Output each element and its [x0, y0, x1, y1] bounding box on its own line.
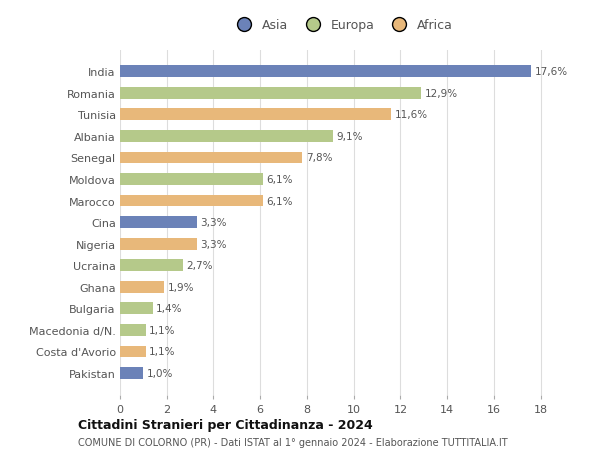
Text: 3,3%: 3,3% — [200, 218, 227, 228]
Text: 7,8%: 7,8% — [306, 153, 332, 163]
Text: 6,1%: 6,1% — [266, 174, 293, 185]
Bar — [120, 131, 332, 142]
Text: Cittadini Stranieri per Cittadinanza - 2024: Cittadini Stranieri per Cittadinanza - 2… — [78, 418, 373, 431]
Bar — [120, 195, 263, 207]
Bar — [120, 217, 197, 229]
Bar — [120, 303, 153, 314]
Bar — [120, 88, 421, 100]
Text: 1,1%: 1,1% — [149, 347, 176, 357]
Bar — [120, 174, 263, 185]
Bar — [120, 346, 146, 358]
Text: 1,1%: 1,1% — [149, 325, 176, 335]
Bar — [120, 324, 146, 336]
Text: 1,9%: 1,9% — [168, 282, 194, 292]
Bar — [120, 367, 143, 379]
Bar — [120, 152, 302, 164]
Text: COMUNE DI COLORNO (PR) - Dati ISTAT al 1° gennaio 2024 - Elaborazione TUTTITALIA: COMUNE DI COLORNO (PR) - Dati ISTAT al 1… — [78, 437, 508, 447]
Legend: Asia, Europa, Africa: Asia, Europa, Africa — [228, 16, 456, 36]
Bar — [120, 66, 531, 78]
Text: 1,0%: 1,0% — [147, 368, 173, 378]
Text: 12,9%: 12,9% — [425, 89, 458, 99]
Bar — [120, 109, 391, 121]
Bar — [120, 281, 164, 293]
Text: 11,6%: 11,6% — [395, 110, 428, 120]
Bar — [120, 238, 197, 250]
Text: 6,1%: 6,1% — [266, 196, 293, 206]
Text: 2,7%: 2,7% — [187, 261, 213, 271]
Text: 1,4%: 1,4% — [156, 304, 183, 313]
Text: 9,1%: 9,1% — [336, 132, 362, 141]
Bar — [120, 260, 183, 272]
Text: 3,3%: 3,3% — [200, 239, 227, 249]
Text: 17,6%: 17,6% — [535, 67, 568, 77]
